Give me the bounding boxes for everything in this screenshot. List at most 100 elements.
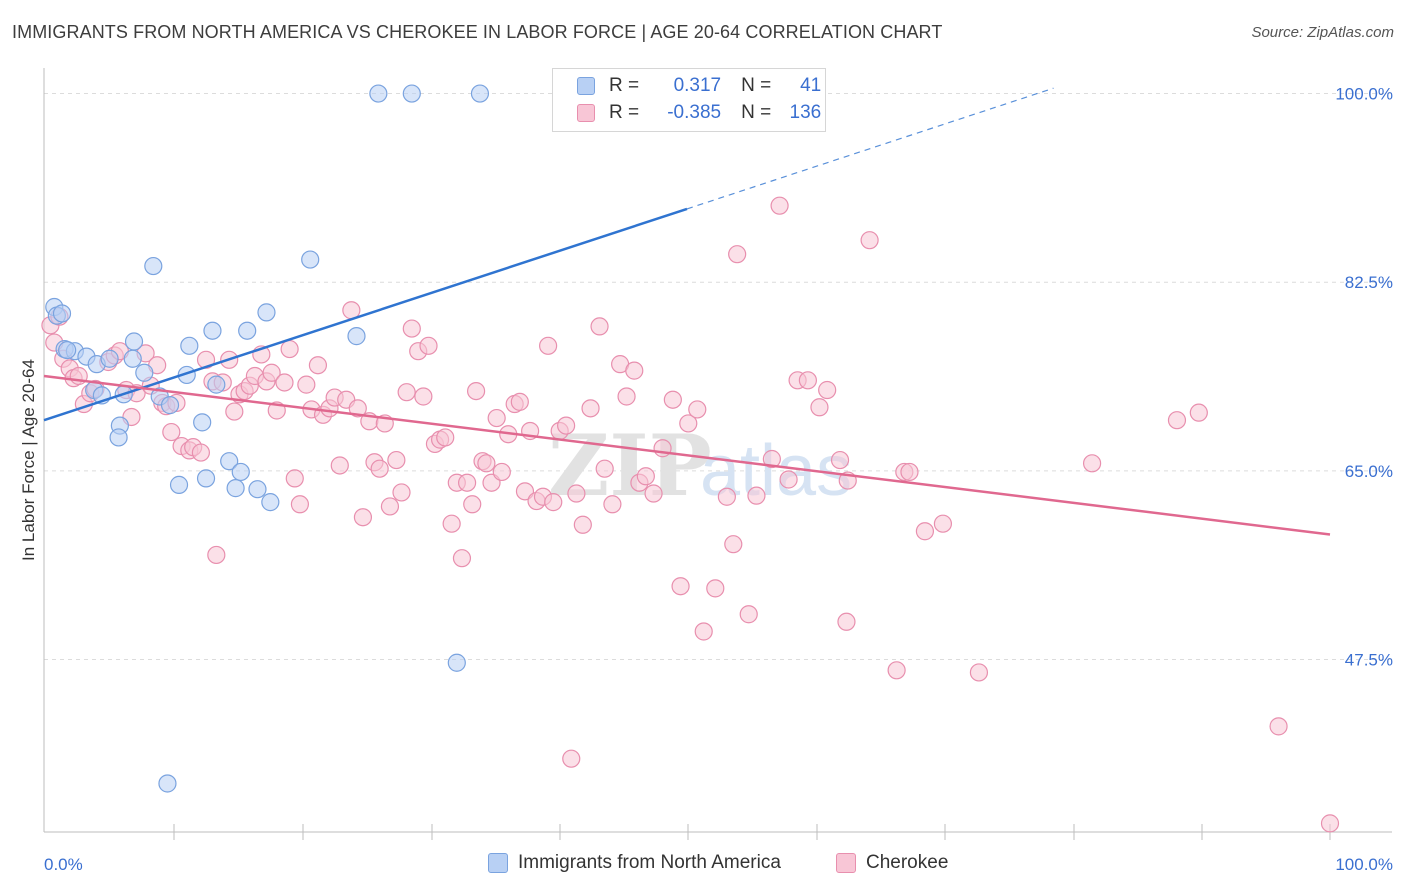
legend-r-label: R = [609, 75, 640, 96]
point-cherokee [887, 661, 906, 680]
point-immigrants [180, 336, 199, 355]
point-cherokee [679, 414, 698, 433]
point-cherokee [900, 462, 919, 482]
point-cherokee [515, 482, 535, 501]
point-cherokee [196, 350, 216, 369]
legend-swatch-immigrants [577, 77, 595, 95]
point-cherokee [308, 356, 328, 375]
series-swatch-cherokee [836, 853, 856, 873]
point-cherokee [837, 612, 856, 631]
y-tick-label: 47.5% [1345, 651, 1393, 670]
point-cherokee [544, 493, 563, 512]
point-cherokee [370, 459, 389, 478]
point-immigrants [248, 480, 267, 499]
point-cherokee [539, 336, 558, 355]
point-cherokee [436, 428, 455, 447]
point-cherokee [933, 514, 953, 533]
point-immigrants [238, 321, 257, 340]
point-cherokee [562, 749, 581, 768]
point-cherokee [915, 522, 935, 541]
point-cherokee [762, 449, 781, 469]
point-immigrants [257, 303, 276, 322]
series-label-immigrants: Immigrants from North America [518, 852, 781, 873]
point-immigrants [203, 321, 222, 340]
point-cherokee [419, 336, 438, 355]
point-immigrants [470, 84, 490, 103]
y-tick-label: 100.0% [1335, 85, 1393, 104]
legend-n-value: 136 [789, 102, 822, 123]
point-cherokee [818, 380, 837, 400]
point-immigrants [144, 256, 163, 276]
point-immigrants [301, 250, 320, 269]
point-cherokee [463, 495, 482, 514]
point-immigrants [369, 84, 388, 103]
point-cherokee [387, 450, 406, 470]
point-immigrants [123, 349, 142, 368]
series-label-cherokee: Cherokee [866, 852, 949, 873]
point-cherokee [207, 545, 226, 565]
source-label: Source: ZipAtlas.com [1251, 24, 1394, 41]
point-cherokee [442, 514, 461, 533]
tick-labels: 100.0% 82.5% 65.0% 47.5% 0.0% 100.0% [44, 85, 1393, 874]
point-cherokee [694, 622, 713, 641]
point-cherokee [557, 416, 576, 435]
point-cherokee [275, 373, 294, 392]
point-cherokee [625, 361, 644, 380]
point-cherokee [380, 497, 400, 516]
point-immigrants [402, 84, 421, 103]
point-immigrants [207, 375, 226, 394]
legend-n-label: N = [741, 102, 772, 123]
point-cherokee [644, 484, 663, 503]
series-legend-cherokee[interactable]: Cherokee [836, 852, 948, 874]
point-cherokee [348, 399, 367, 418]
point-cherokee [162, 422, 181, 442]
point-immigrants [124, 332, 144, 351]
legend-r-value: 0.317 [673, 75, 722, 96]
legend-swatch-cherokee [577, 104, 595, 122]
point-cherokee [603, 495, 622, 514]
point-immigrants [160, 396, 180, 415]
point-cherokee [262, 363, 281, 382]
point-cherokee [392, 483, 411, 502]
stats-legend: R = 0.317 N = 41 R = -0.385 N = 136 [552, 68, 826, 132]
y-axis-label: In Labor Force | Age 20-64 [19, 359, 38, 561]
point-cherokee [581, 399, 600, 418]
point-cherokee [969, 663, 989, 682]
point-cherokee [290, 495, 310, 514]
series-legend-immigrants[interactable]: Immigrants from North America [488, 852, 781, 874]
point-cherokee [747, 486, 766, 505]
point-cherokee [457, 473, 477, 492]
point-cherokee [590, 317, 609, 336]
point-cherokee [225, 402, 244, 421]
point-cherokee [402, 319, 421, 338]
data-points [41, 84, 1340, 833]
x-tick-label: 0.0% [44, 855, 83, 874]
point-cherokee [739, 605, 758, 624]
point-immigrants [226, 479, 245, 498]
point-cherokee [510, 392, 529, 411]
point-cherokee [1320, 814, 1340, 833]
point-immigrants [220, 452, 239, 471]
point-cherokee [353, 508, 373, 527]
point-cherokee [280, 339, 299, 359]
point-immigrants [109, 428, 128, 447]
point-cherokee [595, 459, 614, 478]
point-cherokee [414, 387, 433, 406]
point-cherokee [688, 400, 707, 419]
point-immigrants [100, 349, 119, 368]
point-cherokee [492, 462, 511, 482]
point-cherokee [663, 390, 682, 409]
point-cherokee [573, 515, 592, 534]
trendline-immigrants [43, 207, 688, 422]
point-cherokee [397, 383, 416, 402]
point-cherokee [717, 487, 736, 506]
point-immigrants [52, 304, 72, 323]
point-immigrants [347, 327, 366, 346]
series-swatch-immigrants [488, 853, 508, 873]
point-cherokee [466, 381, 486, 401]
point-cherokee [330, 456, 349, 475]
point-cherokee [798, 371, 817, 390]
point-cherokee [860, 231, 879, 250]
point-immigrants [135, 363, 154, 382]
point-cherokee [1167, 411, 1187, 430]
